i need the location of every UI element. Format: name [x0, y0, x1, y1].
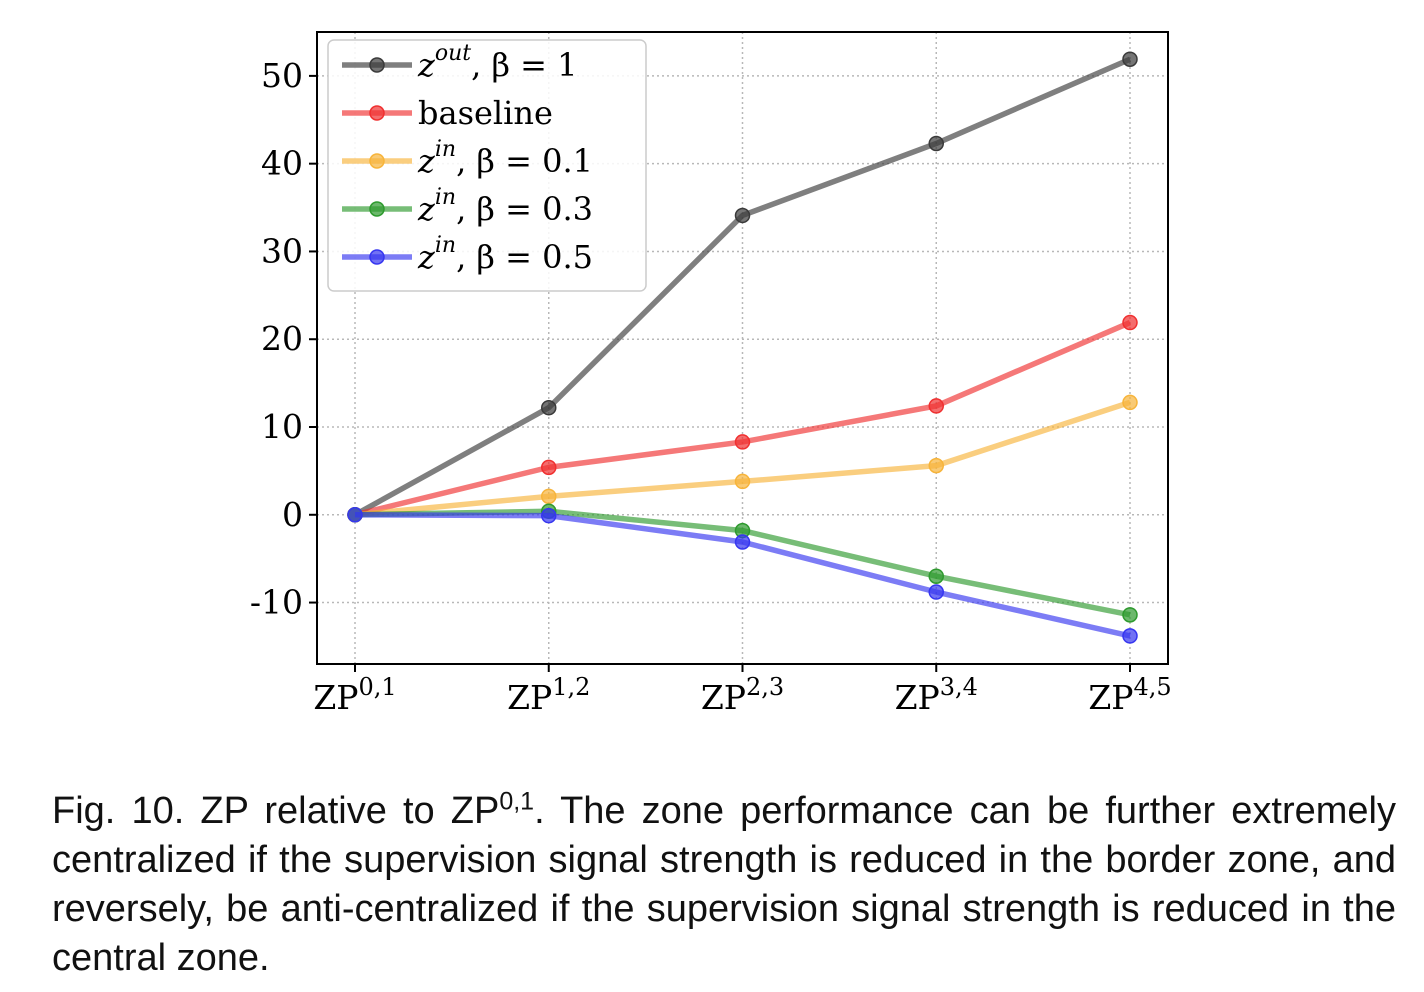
data-point: [541, 488, 557, 505]
data-point: [734, 534, 751, 550]
data-point: [541, 399, 557, 416]
figure-caption: Fig. 10. ZP relative to ZP0,1. The zone …: [52, 787, 1396, 983]
data-point: [734, 207, 751, 224]
legend-item: zout, β = 1: [342, 41, 577, 84]
data-point: [928, 457, 944, 474]
y-tick-label: 10: [261, 407, 303, 446]
legend-item: baseline: [342, 94, 553, 132]
x-tick-label: ZP1,2: [507, 673, 590, 717]
caption-text-end: . The zone performance can be further ex…: [52, 790, 1396, 979]
axis-ticks: -10 0 10 20 30 40 50 ZP0,1 ZP1,2 ZP2,3 ZP3,4 ZP4,5: [250, 56, 1172, 717]
data-point: [541, 507, 557, 524]
y-tick-label: 0: [282, 495, 303, 534]
data-point: [1122, 394, 1138, 411]
caption-text-start: Fig. 10. ZP relative to ZP: [52, 790, 500, 832]
x-tick-label: ZP4,5: [1088, 673, 1171, 717]
legend-swatch-marker: [369, 105, 385, 121]
legend: zout, β = 1 baseline zin, β = 0.1 zin, β = …: [327, 39, 647, 292]
legend-item: zin, β = 0.1: [342, 137, 593, 180]
legend-item: zin, β = 0.3: [342, 185, 593, 228]
x-tick-label: ZP2,3: [701, 673, 784, 717]
y-tick-label: 40: [261, 144, 303, 183]
x-tick-label: ZP3,4: [895, 673, 978, 717]
data-point: [1122, 51, 1138, 67]
data-point: [1122, 628, 1138, 644]
legend-swatch-marker: [369, 57, 385, 73]
legend-swatch-marker: [369, 153, 385, 169]
legend-item: zin, β = 0.5: [342, 233, 593, 276]
legend-label: zin, β = 0.5: [417, 233, 593, 276]
series-4: [347, 507, 1138, 644]
y-tick-label: 20: [261, 319, 303, 358]
y-tick-label: 50: [261, 56, 303, 95]
data-point: [347, 507, 363, 523]
y-tick-label: -10: [250, 583, 303, 622]
data-point: [928, 398, 944, 414]
y-tick-label: 30: [261, 231, 303, 270]
data-point: [928, 584, 944, 600]
x-tick-label: ZP0,1: [313, 673, 396, 717]
data-point: [541, 459, 557, 476]
legend-label: zin, β = 0.3: [417, 185, 593, 228]
legend-label: zin, β = 0.1: [417, 137, 593, 180]
caption-superscript: 0,1: [499, 787, 535, 816]
legend-label: baseline: [418, 94, 553, 132]
data-point: [928, 135, 944, 152]
data-point: [734, 434, 751, 450]
data-point: [928, 568, 944, 584]
legend-swatch-marker: [369, 201, 385, 217]
data-point: [1122, 607, 1138, 623]
legend-label: zout, β = 1: [417, 41, 577, 84]
data-point: [1122, 314, 1138, 331]
data-point: [734, 473, 751, 490]
legend-box: [327, 39, 647, 292]
legend-swatch-marker: [369, 249, 385, 265]
series-lines: [347, 51, 1138, 644]
